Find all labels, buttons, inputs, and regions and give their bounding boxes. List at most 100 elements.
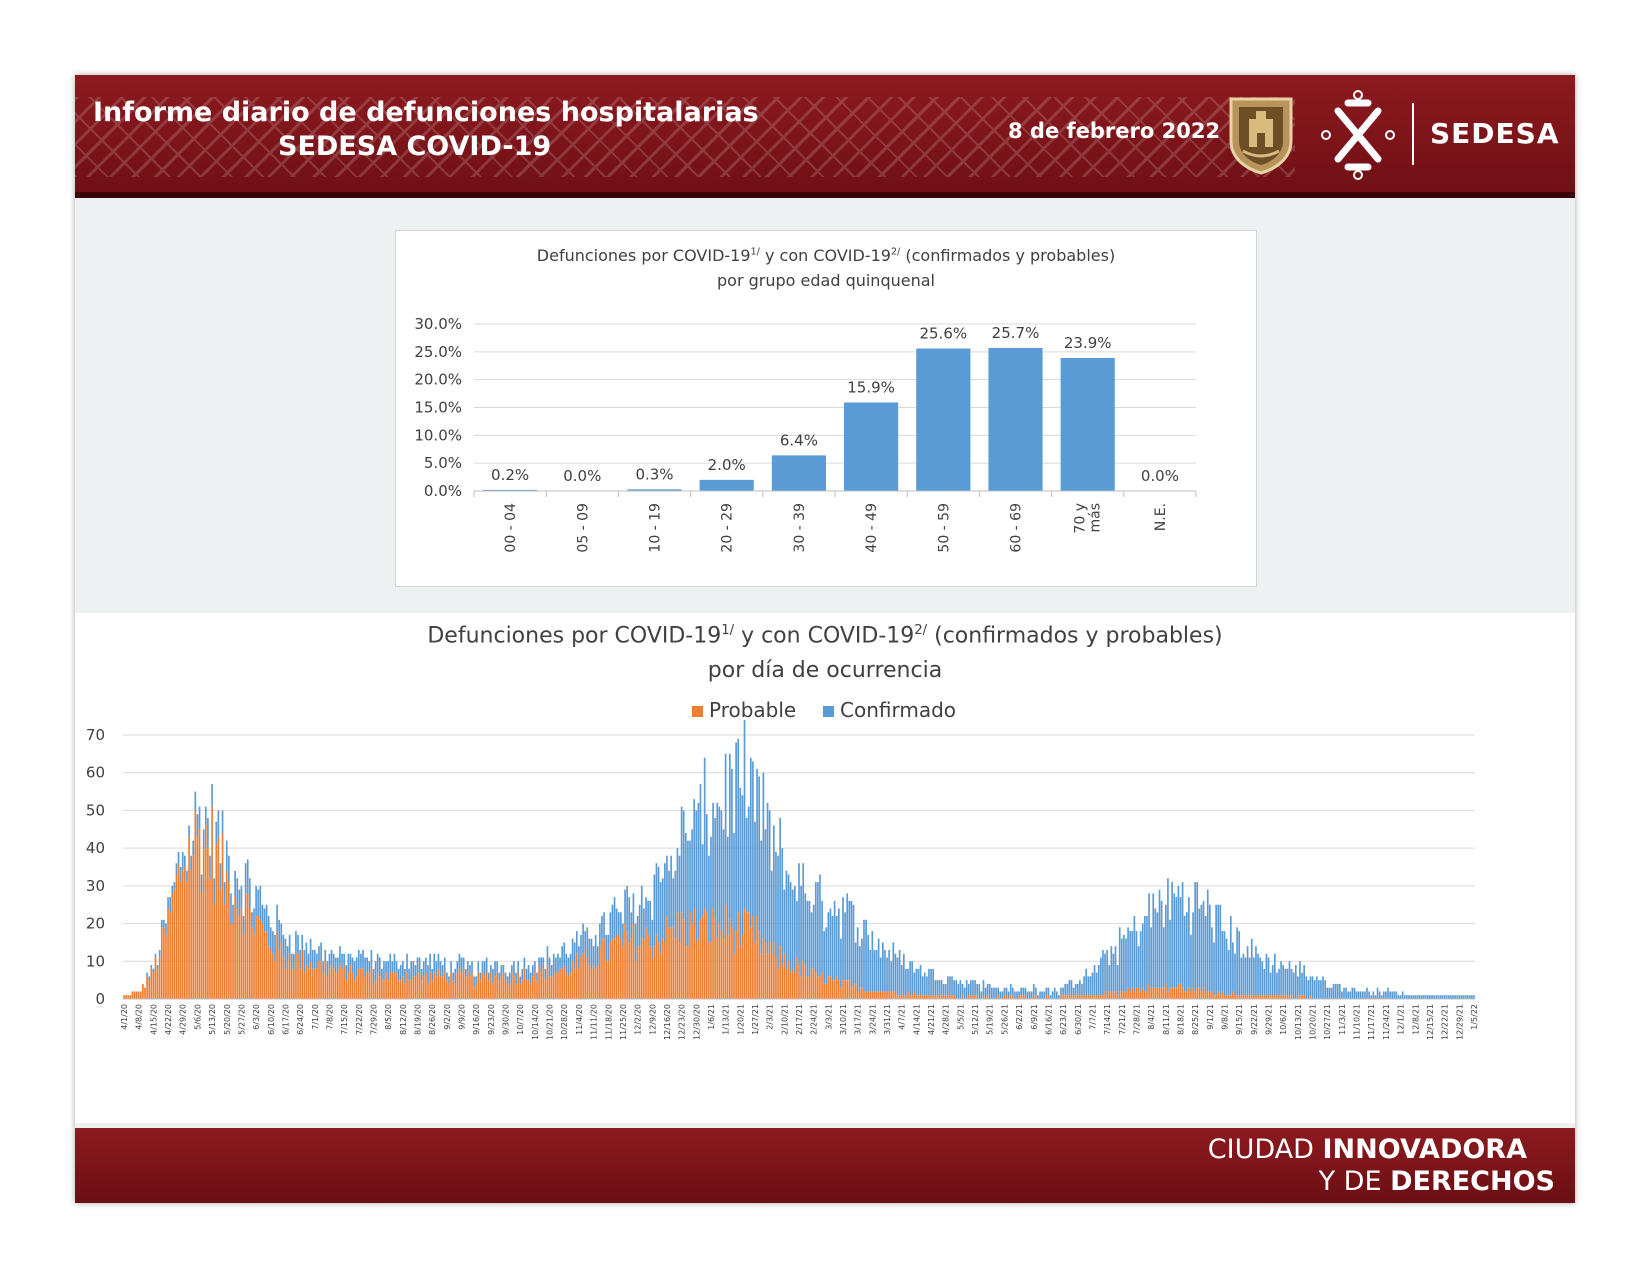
bar-probable [689,912,691,999]
bar-confirmado [542,957,545,969]
bar-confirmado [936,980,939,996]
bar-confirmado [812,904,815,969]
bar-confirmado [957,983,960,999]
bar-probable [288,953,291,999]
bar-confirmado [708,855,710,943]
bar-confirmado [1108,965,1111,992]
bar-confirmado [676,848,679,913]
bar-confirmado [1089,976,1092,996]
x-tick-label: 7/1/20 [311,1004,320,1030]
bar-probable [923,995,926,999]
bar-probable [877,991,880,999]
bar-confirmado [724,753,727,905]
bar-probable [1297,995,1299,999]
bar-confirmado [867,934,870,992]
x-tick-label: 9/30/20 [502,1004,511,1035]
bar-probable [944,995,947,999]
bar-confirmado [490,965,492,973]
bar-probable [443,972,446,999]
bar-confirmado [269,927,272,950]
bar-probable [724,904,727,999]
bar-confirmado [1102,949,1104,996]
bar-confirmado [840,938,842,988]
bar-probable [735,931,737,999]
bar-confirmado [858,946,861,988]
bar-confirmado [1305,976,1308,999]
bar-probable [458,968,461,999]
bar-confirmado [1370,995,1373,999]
bar-confirmado [1018,991,1020,996]
x-tick-label: 05 - 09 [575,503,591,553]
bar-probable [940,995,943,999]
bar-probable [448,983,450,999]
x-tick-label: 9/8/21 [1221,1004,1230,1030]
bar-probable [634,961,637,999]
bar-probable [397,980,400,999]
bar-probable [297,953,299,999]
bar-confirmado [770,870,773,954]
bar-probable [573,968,576,999]
bar-confirmado [1380,995,1383,999]
footer-banner: CIUDAD INNOVADORA Y DE DERECHOS [75,1128,1575,1203]
bar-confirmado [905,968,907,996]
bar-probable [1263,995,1266,999]
x-tick-label: 9/1/21 [1206,1004,1215,1030]
bar-probable [1120,991,1123,999]
bar-probable [712,908,714,999]
bar-confirmado [288,934,291,954]
bar-probable [181,870,184,999]
y-tick-label: 15.0% [414,399,462,417]
footer-slogan-line1: CIUDAD INNOVADORA [1207,1134,1527,1165]
bar-probable [485,972,488,999]
bar-confirmado [928,968,930,996]
bar-probable [343,965,345,999]
bar-confirmado [745,817,748,913]
bar-confirmado [1431,995,1433,999]
bar-confirmado [563,942,566,966]
bar-confirmado [326,961,329,977]
bar-probable [1190,991,1192,999]
bar-probable [1095,995,1098,999]
x-tick-label: 2/3/21 [766,1004,775,1030]
bar-probable [500,976,503,999]
bar-probable [1255,995,1257,999]
bar-probable [242,934,245,999]
bar-probable [123,995,125,999]
bar-probable [129,995,132,999]
bar-probable [720,931,723,999]
bar-probable [865,991,867,999]
bar-confirmado [817,882,819,977]
bar-confirmado [1083,976,1085,996]
bar-confirmado [877,938,880,992]
x-tick-label: 4/14/21 [912,1004,921,1035]
bar-probable [976,995,979,999]
bar-probable [261,923,264,999]
bar-probable [590,968,593,999]
bar-probable [1288,995,1291,999]
bar-confirmado [668,870,670,928]
bar-probable [466,972,469,999]
bar-confirmado [1209,904,1211,992]
bar-probable [873,991,876,999]
bar-probable [791,968,794,999]
bar-confirmado [163,919,165,928]
x-tick-label: 3/24/21 [868,1004,877,1035]
bar-probable [1240,995,1243,999]
bar-probable [800,976,802,999]
bar-00-04 [483,489,538,491]
bar-probable [473,987,475,999]
bar-confirmado [301,934,304,950]
bar-confirmado [261,904,264,924]
bar-probable [586,957,589,999]
bar-probable [726,934,729,999]
bar-probable [276,931,278,999]
bar-probable [934,995,937,999]
bar-probable [861,987,863,999]
bar-probable [1097,995,1100,999]
x-tick-label: 5/20/20 [223,1004,232,1035]
x-tick-label: 5/12/21 [971,1004,980,1035]
x-tick-label: 12/29/21 [1455,1004,1464,1040]
bar-probable [160,927,163,999]
bar-probable [775,957,777,999]
bar-probable [1192,987,1194,999]
